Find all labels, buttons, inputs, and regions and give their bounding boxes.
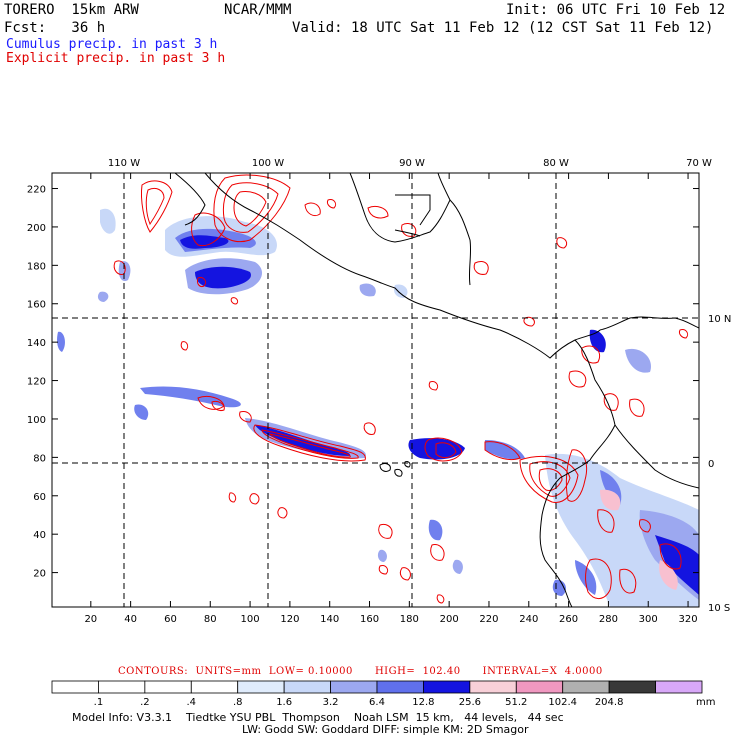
legend-swatch: [515, 680, 564, 694]
x-tick-label: 260: [559, 614, 578, 625]
lat-label: 10 S: [708, 603, 730, 614]
y-axis-ticks: 20 40 60 80 100 120 140 160 180 200 220: [27, 185, 699, 580]
legend-label: 51.2: [505, 697, 527, 708]
x-tick-label: 300: [639, 614, 658, 625]
x-tick-label: 280: [599, 614, 618, 625]
cumulus-precip-fill: [57, 208, 699, 607]
legend-swatch: [237, 680, 285, 694]
legend-label: 25.6: [459, 697, 481, 708]
map-frame: [51, 172, 700, 608]
x-tick-label: 180: [400, 614, 419, 625]
legend-label: .4: [187, 697, 197, 708]
y-tick-label: 100: [27, 415, 46, 426]
x-axis-ticks: 20 40 60 80 100 120 140 160 180 200 220 240 260 280 30…: [84, 173, 698, 625]
legend-swatch: [144, 680, 192, 694]
legend-swatch: [330, 680, 378, 694]
lon-label: 100 W: [252, 158, 284, 169]
lon-label: 90 W: [399, 158, 425, 169]
model-title: TORERO 15km ARW: [4, 2, 139, 18]
legend-swatch: [98, 680, 146, 694]
coastlines: [174, 173, 699, 607]
legend-label: 6.4: [369, 697, 385, 708]
legend-swatch: [423, 680, 471, 694]
x-tick-label: 100: [241, 614, 260, 625]
legend-label: .1: [94, 697, 104, 708]
x-tick-label: 240: [519, 614, 538, 625]
field-title-explicit: Explicit precip. in past 3 h: [6, 51, 226, 66]
y-tick-label: 120: [27, 377, 46, 388]
map-content: [57, 173, 699, 607]
legend-colorbar: [51, 680, 703, 694]
legend-label: 3.2: [323, 697, 339, 708]
lat-label: 0: [708, 459, 714, 470]
y-tick-label: 140: [27, 338, 46, 349]
x-tick-label: 20: [84, 614, 97, 625]
explicit-precip-contours: [113, 174, 689, 604]
model-info-line2: LW: Godd SW: Goddard DIFF: simple KM: 2D…: [242, 723, 529, 736]
legend-swatch: [51, 680, 99, 694]
model-info-line1: Model Info: V3.3.1 Tiedtke YSU PBL Thomp…: [72, 711, 564, 724]
y-tick-label: 160: [27, 300, 46, 311]
legend-label: 1.6: [276, 697, 292, 708]
center-label: NCAR/MMM: [224, 2, 292, 18]
x-tick-label: 140: [320, 614, 339, 625]
x-tick-label: 120: [280, 614, 299, 625]
legend-unit: mm: [696, 697, 715, 708]
y-tick-label: 40: [33, 530, 46, 541]
y-tick-label: 180: [27, 261, 46, 272]
longitude-labels: 110 W 100 W 90 W 80 W 70 W: [108, 158, 712, 169]
x-tick-label: 160: [360, 614, 379, 625]
latitude-labels: 10 N 0 10 S: [708, 314, 731, 614]
legend-label: 12.8: [412, 697, 434, 708]
y-tick-label: 80: [33, 453, 46, 464]
legend-swatch: [562, 680, 610, 694]
lat-lon-grid: [52, 173, 699, 607]
x-tick-label: 200: [440, 614, 459, 625]
legend-swatch: [655, 680, 703, 694]
x-tick-label: 220: [479, 614, 498, 625]
legend-swatch: [376, 680, 424, 694]
legend-swatch: [608, 680, 656, 694]
legend-swatch: [190, 680, 239, 694]
legend-label: 102.4: [548, 697, 577, 708]
x-tick-label: 80: [204, 614, 217, 625]
legend-label: .8: [233, 697, 243, 708]
lat-label: 10 N: [708, 314, 731, 325]
legend-label: .2: [140, 697, 150, 708]
lon-label: 70 W: [686, 158, 712, 169]
legend-label: 204.8: [595, 697, 624, 708]
legend-swatch: [469, 680, 517, 694]
init-time: Init: 06 UTC Fri 10 Feb 12: [506, 2, 726, 18]
y-tick-label: 220: [27, 185, 46, 196]
y-tick-label: 60: [33, 492, 46, 503]
y-tick-label: 20: [33, 569, 46, 580]
lon-label: 80 W: [543, 158, 569, 169]
contours-caption: CONTOURS: UNITS=mm LOW= 0.10000 HIGH= 10…: [118, 666, 603, 677]
lon-label: 110 W: [108, 158, 140, 169]
x-tick-label: 320: [678, 614, 697, 625]
forecast-hour: Fcst: 36 h: [4, 20, 106, 36]
x-tick-label: 60: [164, 614, 177, 625]
legend-swatch: [283, 680, 331, 694]
y-tick-label: 200: [27, 223, 46, 234]
valid-time: Valid: 18 UTC Sat 11 Feb 12 (12 CST Sat …: [292, 20, 714, 36]
x-tick-label: 40: [124, 614, 137, 625]
legend-labels: .1 .2 .4 .8 1.6 3.2 6.4 12.8 25.6 51.2 102.4 204.8: [94, 697, 624, 708]
field-title-cumulus: Cumulus precip. in past 3 h: [6, 37, 218, 52]
